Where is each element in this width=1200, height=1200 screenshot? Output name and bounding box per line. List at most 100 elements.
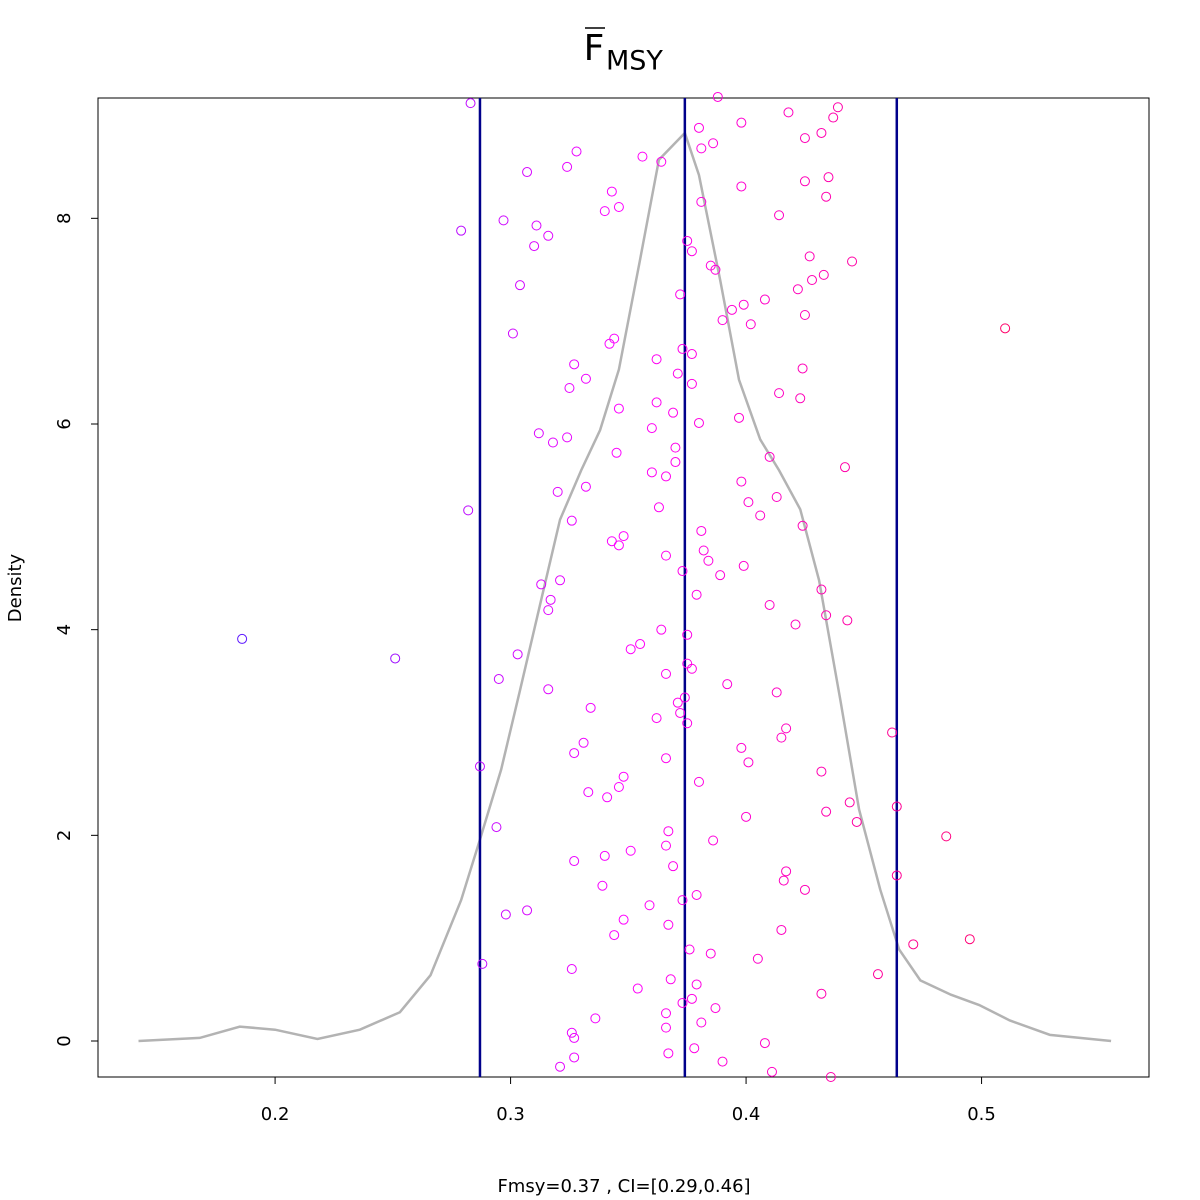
- data-point: [743, 497, 754, 508]
- data-point: [677, 997, 688, 1008]
- data-point: [547, 437, 558, 448]
- data-point: [571, 146, 582, 157]
- data-point: [795, 393, 806, 404]
- data-point: [686, 246, 697, 257]
- data-point: [764, 451, 775, 462]
- data-point: [543, 684, 554, 695]
- data-point: [799, 309, 810, 320]
- data-point: [710, 264, 721, 275]
- data-point: [611, 447, 622, 458]
- data-point: [670, 442, 681, 453]
- data-point: [606, 186, 617, 197]
- data-point: [734, 412, 745, 423]
- data-point: [766, 1066, 777, 1077]
- data-point: [726, 304, 737, 315]
- data-point: [625, 644, 636, 655]
- data-point: [745, 319, 756, 330]
- data-point: [651, 354, 662, 365]
- data-point: [686, 349, 697, 360]
- data-point: [474, 761, 485, 772]
- data-point: [816, 988, 827, 999]
- y-tick-label: 8: [54, 213, 75, 224]
- data-point: [797, 363, 808, 374]
- data-point: [736, 181, 747, 192]
- data-point: [672, 697, 683, 708]
- data-point: [613, 540, 624, 551]
- data-point: [677, 566, 688, 577]
- data-point: [644, 900, 655, 911]
- data-point: [823, 172, 834, 183]
- data-point: [825, 1072, 836, 1082]
- data-point: [661, 1008, 672, 1019]
- data-point: [543, 605, 554, 616]
- data-point: [776, 732, 787, 743]
- data-point: [580, 481, 591, 492]
- data-point: [872, 969, 883, 980]
- data-point: [816, 766, 827, 777]
- data-point: [500, 909, 511, 920]
- data-point: [783, 107, 794, 118]
- data-point: [691, 979, 702, 990]
- data-point: [661, 1022, 672, 1033]
- data-point: [686, 663, 697, 674]
- data-point: [736, 117, 747, 128]
- y-tick-label: 0: [54, 1035, 75, 1046]
- data-point: [941, 831, 952, 842]
- data-point: [774, 388, 785, 399]
- data-point: [677, 895, 688, 906]
- data-point: [661, 471, 672, 482]
- data-point: [684, 944, 695, 955]
- data-point: [790, 619, 801, 630]
- data-point: [569, 1052, 580, 1063]
- data-point: [839, 462, 850, 473]
- data-point: [691, 889, 702, 900]
- data-point: [522, 905, 533, 916]
- data-point: [515, 280, 526, 291]
- data-point: [632, 983, 643, 994]
- density-curve: [138, 130, 1112, 1043]
- data-point: [799, 884, 810, 895]
- data-point: [703, 555, 714, 566]
- data-point: [752, 953, 763, 964]
- data-point: [675, 289, 686, 300]
- data-point: [390, 653, 401, 664]
- data-point: [679, 692, 690, 703]
- data-point: [722, 679, 733, 690]
- data-point: [635, 639, 646, 650]
- data-point: [771, 492, 782, 503]
- data-point: [613, 782, 624, 793]
- data-point: [507, 328, 518, 339]
- data-point: [613, 202, 624, 213]
- data-point: [755, 510, 766, 521]
- data-point: [237, 633, 248, 644]
- x-tick-label: 0.2: [261, 1104, 290, 1125]
- chart-title-subscript: MSY: [606, 46, 663, 77]
- data-point: [682, 235, 693, 246]
- data-point: [661, 550, 672, 561]
- data-point: [585, 702, 596, 713]
- x-axis-label: Fmsy=0.37 , CI=[0.29,0.46]: [497, 1176, 750, 1197]
- data-point: [536, 579, 547, 590]
- data-point: [708, 138, 719, 149]
- data-point: [555, 1061, 566, 1072]
- chart-title: F: [584, 28, 605, 69]
- data-point: [531, 220, 542, 231]
- data-point: [710, 1003, 721, 1014]
- data-point: [663, 826, 674, 837]
- data-point: [545, 594, 556, 605]
- data-point: [663, 1048, 674, 1059]
- data-point: [781, 866, 792, 877]
- data-point: [804, 251, 815, 262]
- data-point: [604, 338, 615, 349]
- y-tick-label: 4: [54, 624, 75, 635]
- data-point: [738, 299, 749, 310]
- data-point: [792, 284, 803, 295]
- data-point: [656, 624, 667, 635]
- data-point: [522, 167, 533, 178]
- data-point: [964, 934, 975, 945]
- data-point: [738, 560, 749, 571]
- data-point: [759, 294, 770, 305]
- data-point: [670, 457, 681, 468]
- data-point: [797, 520, 808, 531]
- data-point: [562, 432, 573, 443]
